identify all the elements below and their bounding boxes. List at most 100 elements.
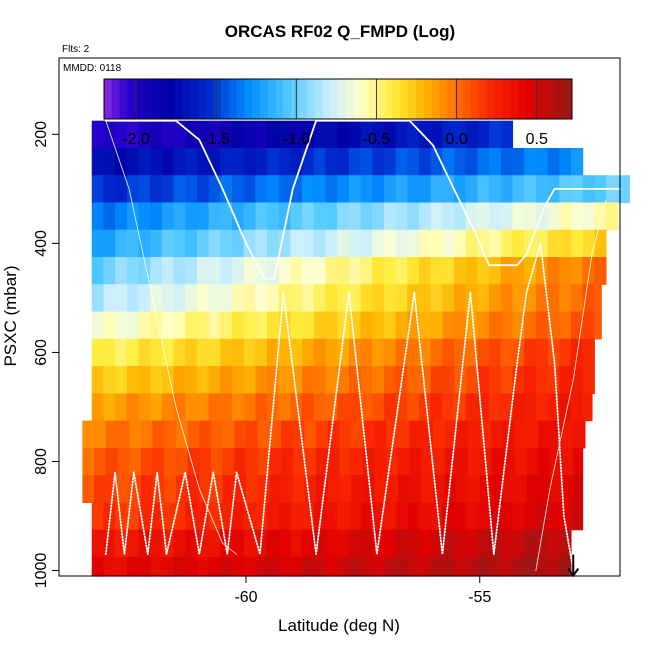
- colorbar-segment: [416, 79, 425, 119]
- heatmap-cell: [243, 257, 256, 285]
- heatmap-cell: [129, 420, 142, 449]
- heatmap-cell: [570, 229, 584, 258]
- heatmap-cell: [477, 284, 490, 313]
- heatmap-cell: [115, 393, 128, 422]
- heatmap-cell: [372, 338, 385, 367]
- heatmap-cell: [526, 447, 539, 476]
- heatmap-cell: [339, 447, 352, 476]
- heatmap-cell: [500, 311, 514, 340]
- heatmap-cell: [360, 257, 373, 285]
- heatmap-cell: [386, 475, 399, 503]
- heatmap-cell: [383, 284, 397, 313]
- heatmap-cell: [267, 338, 280, 367]
- heatmap-cell: [454, 556, 467, 577]
- heatmap-cell: [91, 393, 105, 422]
- heatmap-cell: [489, 366, 502, 394]
- heatmap-cell: [150, 202, 163, 231]
- colorbar-segment: [197, 79, 206, 119]
- heatmap-cell: [292, 475, 306, 503]
- heatmap-cell: [337, 393, 350, 422]
- heatmap-cell: [103, 556, 116, 577]
- colorbar-segment: [119, 79, 128, 119]
- flight-tracks-layer: [104, 119, 621, 572]
- heatmap-cell: [348, 147, 362, 176]
- heatmap-cell: [465, 393, 479, 422]
- flight-track: [104, 119, 621, 280]
- heatmap-cell: [617, 175, 630, 204]
- heatmap-cell: [535, 175, 549, 204]
- heatmap-cell: [115, 502, 128, 531]
- heatmap-cell: [500, 529, 514, 558]
- heatmap-cell: [325, 202, 338, 231]
- heatmap-cell: [418, 229, 432, 258]
- colorbar-segment: [182, 79, 191, 119]
- x-tick-label: -60: [234, 589, 257, 606]
- heatmap-cell: [442, 556, 455, 577]
- heatmap-cell: [103, 311, 116, 340]
- heatmap-cell: [82, 420, 95, 449]
- heatmap-cell: [196, 393, 210, 422]
- colorbar-segment: [291, 79, 300, 119]
- heatmap-cell: [547, 202, 560, 231]
- heatmap-cell: [489, 311, 502, 340]
- heatmap-cell: [173, 257, 186, 285]
- heatmap-cell: [491, 420, 504, 449]
- heatmap-cell: [196, 147, 210, 176]
- heatmap-cell: [383, 202, 397, 231]
- heatmap-cell: [512, 229, 525, 258]
- heatmap-cell: [372, 202, 385, 231]
- heatmap-cell: [185, 284, 198, 313]
- heatmap-cell: [208, 338, 221, 367]
- heatmap-cell: [140, 420, 154, 449]
- heatmap-cell: [290, 393, 303, 422]
- heatmap-cell: [246, 420, 259, 449]
- heatmap-cell: [325, 502, 338, 531]
- y-tick-label: 600: [33, 339, 50, 366]
- heatmap-cell: [210, 447, 224, 476]
- heatmap-cell: [374, 420, 387, 449]
- heatmap-cell: [138, 366, 151, 394]
- heatmap-cell: [337, 502, 350, 531]
- heatmap-cell: [138, 257, 151, 285]
- heatmap-cell: [173, 202, 186, 231]
- heatmap-cell: [138, 502, 151, 531]
- heatmap-cell: [126, 120, 140, 149]
- heatmap-cell: [430, 366, 443, 394]
- heatmap-cell: [360, 502, 373, 531]
- heatmap-cell: [185, 529, 198, 558]
- heatmap-cell: [409, 420, 422, 449]
- colorbar-segment: [431, 79, 440, 119]
- colorbar-tick-label: -0.5: [363, 131, 391, 148]
- heatmap-cell: [302, 393, 315, 422]
- heatmap-cell: [594, 257, 607, 285]
- heatmap-cell: [150, 393, 163, 422]
- colorbar-segment: [221, 79, 230, 119]
- heatmap-cell: [231, 120, 245, 149]
- heatmap-cell: [477, 311, 490, 340]
- colorbar-segment: [306, 79, 316, 119]
- heatmap-cell: [454, 284, 467, 313]
- y-tick-label: 200: [33, 121, 50, 148]
- heatmap-cell: [456, 475, 469, 503]
- heatmap-cell: [325, 175, 338, 204]
- heatmap-cell: [255, 556, 268, 577]
- heatmap-cell: [150, 529, 163, 558]
- heatmap-cell: [243, 229, 256, 258]
- heatmap-cell: [594, 229, 607, 258]
- heatmap-cell: [395, 502, 408, 531]
- heatmap-cell: [362, 447, 376, 476]
- heatmap-cell: [161, 120, 175, 149]
- heatmap-cell: [313, 284, 327, 313]
- heatmap-cell: [243, 120, 256, 149]
- heatmap-cell: [185, 393, 198, 422]
- heatmap-cell: [430, 202, 443, 231]
- heatmap-cell: [117, 447, 130, 476]
- heatmap-cell: [337, 120, 350, 149]
- heatmap-cell: [570, 257, 584, 285]
- heatmap-cell: [559, 257, 572, 285]
- heatmap-cell: [351, 447, 364, 476]
- heatmap-cell: [91, 229, 105, 258]
- heatmap-cell: [105, 420, 119, 449]
- colorbar-gradient: [104, 79, 573, 119]
- colorbar-frame: [103, 78, 573, 120]
